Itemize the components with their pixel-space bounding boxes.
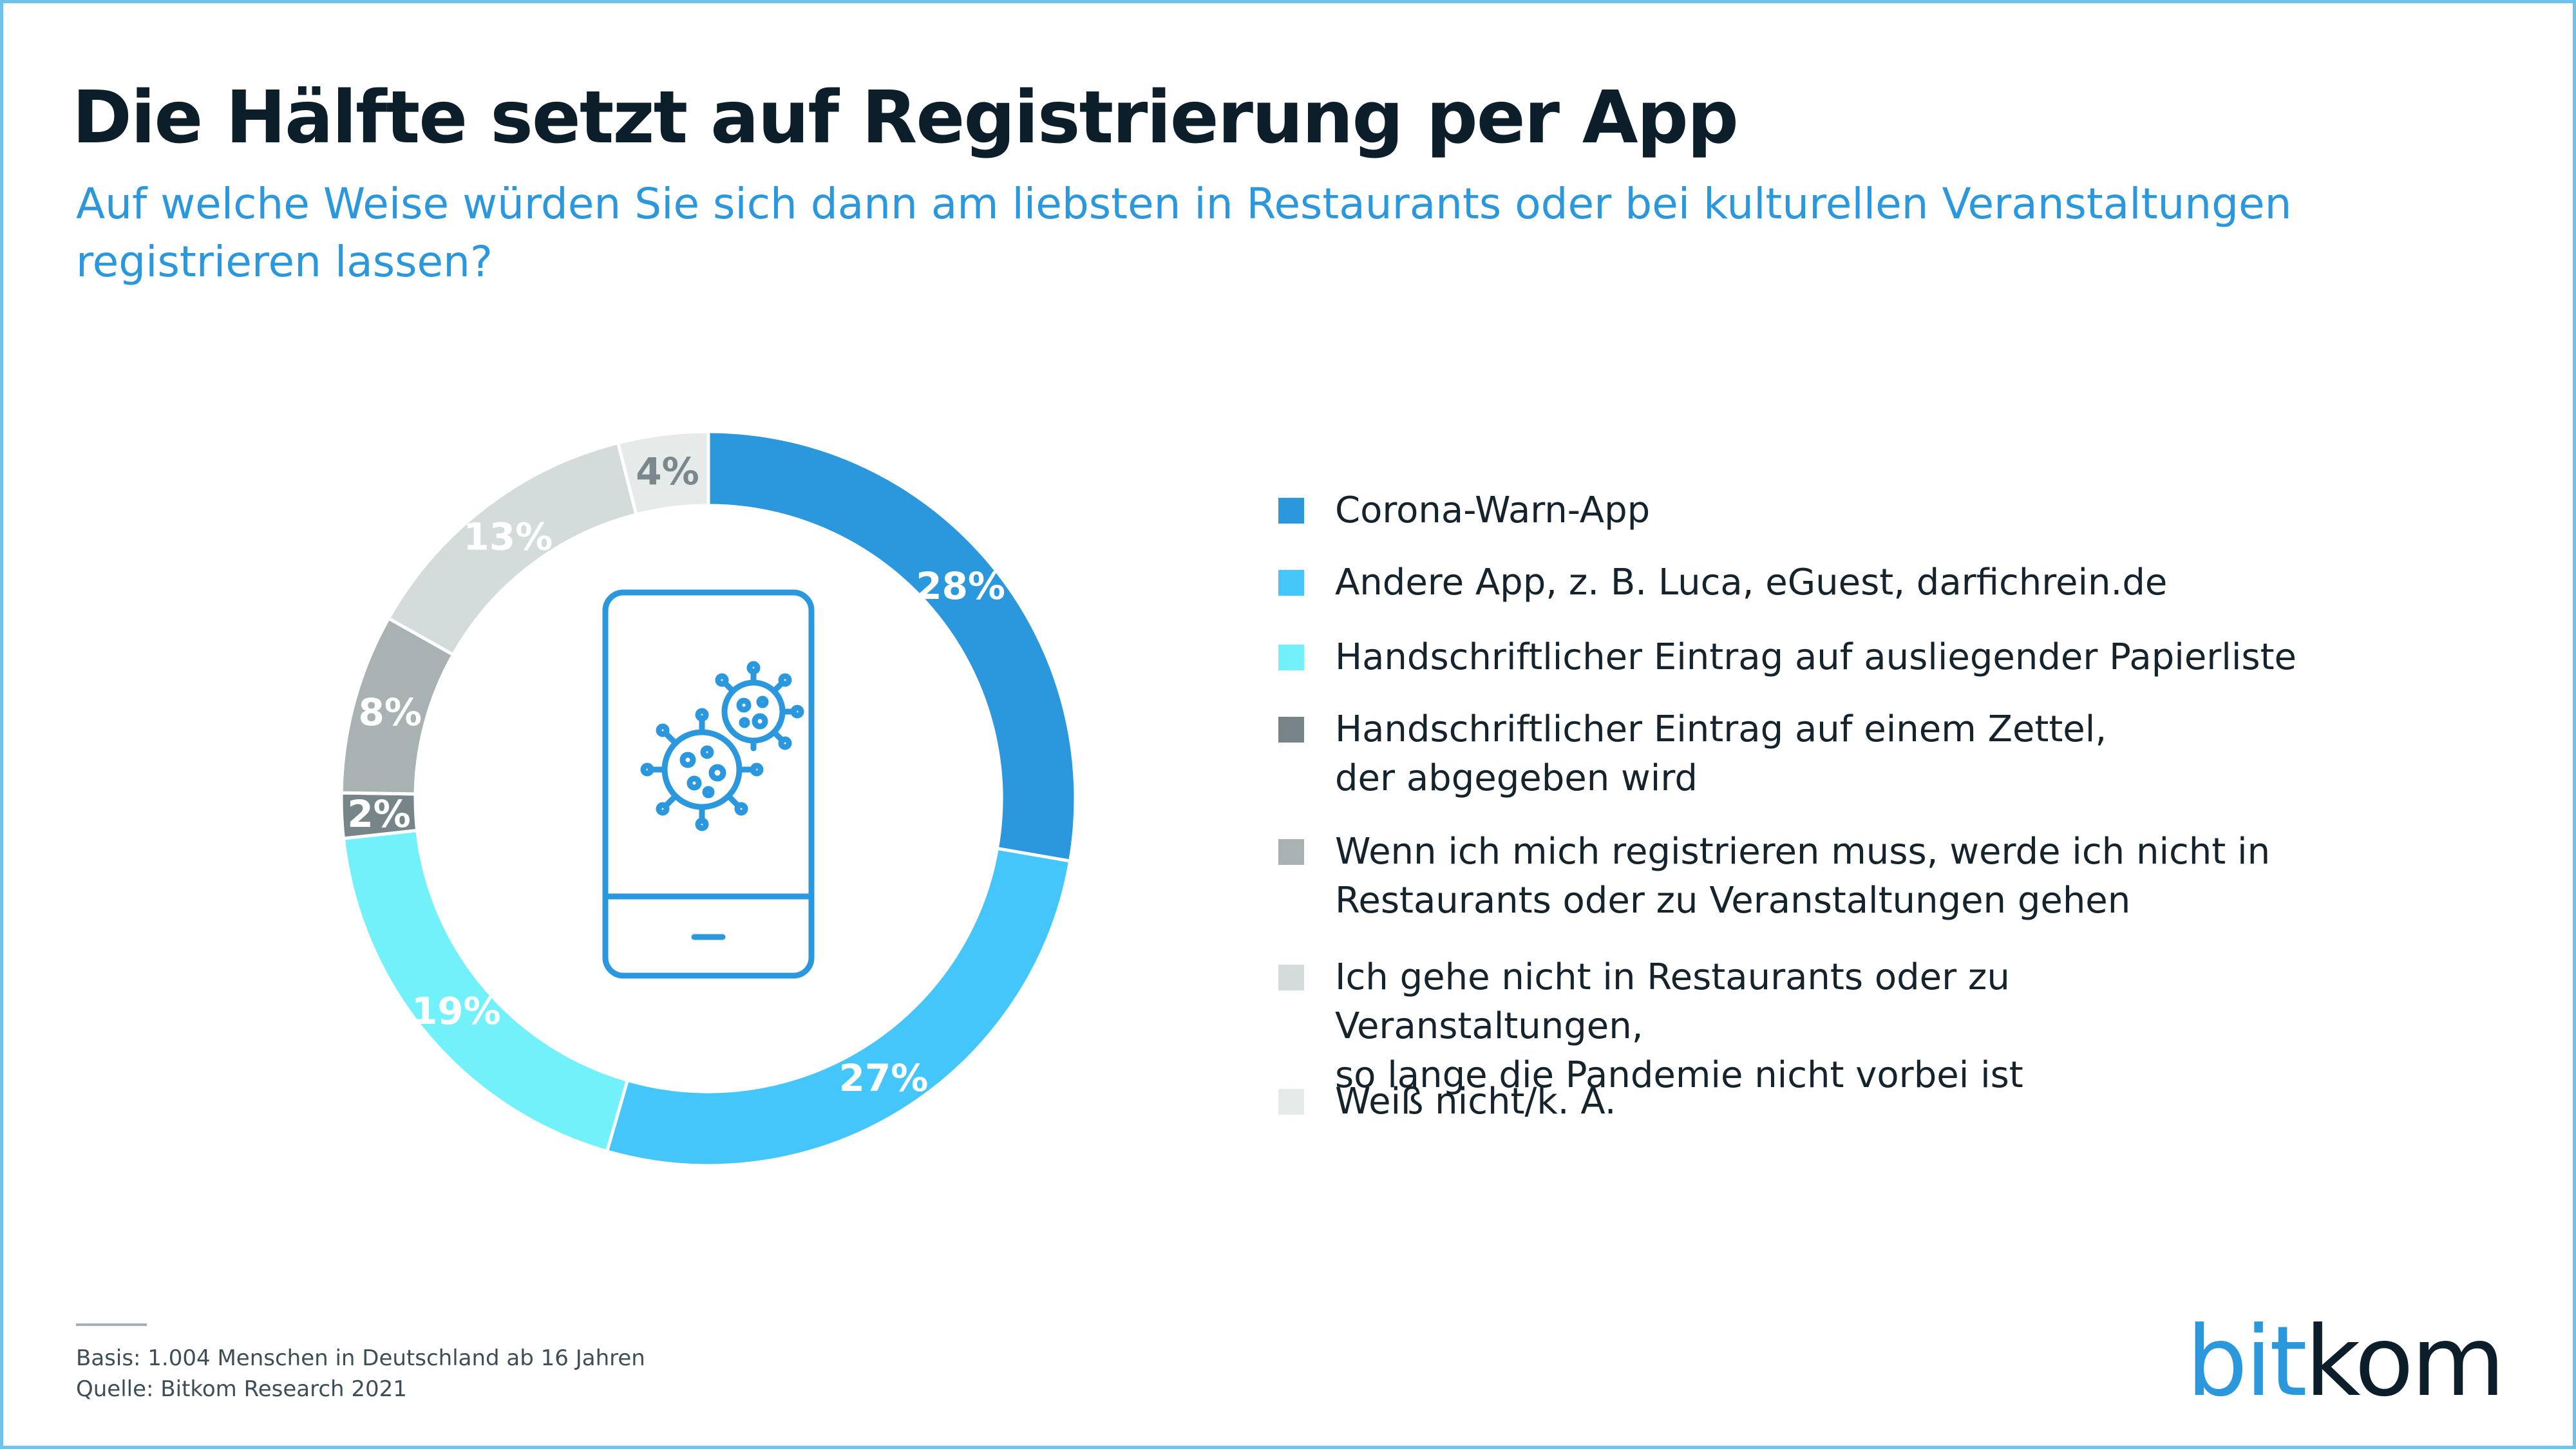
donut-chart: 28% 27% 19% 2% 8% 13% 4%	[339, 430, 1077, 1168]
slice-value-label: 19%	[412, 989, 501, 1033]
bitkom-logo: bitkom	[2186, 1314, 2505, 1410]
legend-swatch	[1278, 1089, 1304, 1115]
legend-swatch	[1278, 839, 1304, 865]
legend-label: Handschriftlicher Eintrag auf einem Zett…	[1335, 708, 2107, 799]
legend-swatch	[1278, 717, 1304, 743]
legend-swatch	[1278, 645, 1304, 670]
legend-label: Wenn ich mich registrieren muss, werde i…	[1335, 831, 2271, 922]
legend-label: Weiß nicht/k. A.	[1335, 1081, 1616, 1122]
footer-source: Quelle: Bitkom Research 2021	[76, 1376, 407, 1402]
donut-value-labels: 28% 27% 19% 2% 8% 13% 4%	[347, 450, 1005, 1100]
slice-value-label: 4%	[636, 450, 699, 493]
slice-value-label: 2%	[347, 792, 410, 836]
donut-slice	[616, 430, 710, 517]
donut-slice	[605, 846, 1072, 1168]
logo-kom: kom	[2304, 1306, 2505, 1418]
slice-value-label: 27%	[839, 1056, 929, 1100]
legend-label: Ich gehe nicht in Restaurants oder zu Ve…	[1335, 956, 2023, 1096]
legend-swatch	[1278, 965, 1304, 990]
chart-subtitle: Auf welche Weise würden Sie sich dann am…	[76, 179, 2292, 287]
footer: Basis: 1.004 Menschen in Deutschland ab …	[76, 1343, 645, 1405]
legend-swatch	[1278, 570, 1304, 596]
donut-slice	[706, 430, 1077, 863]
footer-divider	[76, 1323, 147, 1326]
donut-slices	[339, 430, 1077, 1168]
legend-label: Handschriftlicher Eintrag auf ausliegend…	[1335, 636, 2297, 678]
slice-value-label: 13%	[463, 515, 553, 558]
slice-value-label: 8%	[359, 690, 422, 734]
slice-value-label: 28%	[916, 564, 1005, 608]
logo-bit: bit	[2186, 1306, 2307, 1418]
legend-swatch	[1278, 498, 1304, 524]
legend-label: Corona-Warn-App	[1335, 489, 1651, 531]
chart-title: Die Hälfte setzt auf Registrierung per A…	[72, 76, 1739, 160]
footer-basis: Basis: 1.004 Menschen in Deutschland ab …	[76, 1345, 645, 1371]
smartphone-virus-icon	[602, 589, 815, 979]
legend-label: Andere App, z. B. Luca, eGuest, darfichr…	[1335, 562, 2168, 603]
